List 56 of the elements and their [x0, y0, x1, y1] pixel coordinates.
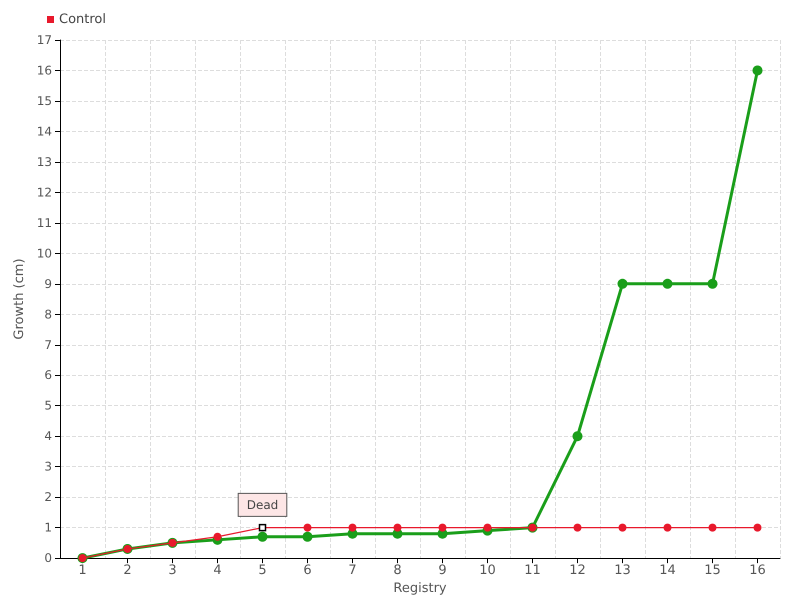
y-tick-label: 14: [36, 124, 52, 138]
x-tick-label: 12: [569, 563, 586, 578]
y-tick-label: 11: [36, 216, 52, 230]
point: [348, 524, 356, 532]
y-tick-label: 8: [44, 307, 52, 322]
x-tick-label: 2: [123, 563, 132, 578]
point: [618, 524, 626, 532]
x-tick-label: 4: [213, 563, 222, 578]
point: [572, 431, 582, 442]
x-tick-label: 1: [78, 563, 87, 578]
x-axis-title: Registry: [393, 581, 447, 596]
point: [752, 65, 762, 76]
point: [304, 524, 312, 532]
y-tick-label: 12: [36, 185, 52, 200]
point: [708, 524, 716, 532]
point: [662, 278, 672, 289]
y-tick-label: 0: [44, 551, 52, 566]
x-tick-label: 16: [749, 563, 766, 578]
point: [574, 524, 582, 532]
x-tick-label: 11: [524, 563, 541, 578]
y-tick-label: 4: [44, 429, 52, 444]
point: [484, 524, 492, 532]
x-tick-label: 6: [303, 563, 312, 578]
x-tick-label: 5: [258, 563, 267, 578]
point: [302, 532, 312, 542]
point: [708, 278, 718, 289]
annotation: Dead: [246, 498, 278, 512]
y-tick-label: 6: [44, 368, 52, 382]
y-tick-label: 2: [44, 490, 52, 504]
x-tick-label: 7: [348, 563, 357, 578]
x-tick-label: 14: [659, 563, 676, 578]
x-tick-label: 10: [479, 563, 496, 578]
y-tick-label: 15: [36, 94, 52, 108]
point: [214, 532, 222, 541]
x-tick-label: 3: [168, 563, 177, 578]
point: [438, 524, 446, 532]
legend-label: Control: [59, 12, 106, 27]
y-tick-label: 5: [44, 398, 52, 413]
point: [664, 524, 672, 532]
y-tick-label: 17: [36, 33, 52, 47]
y-tick-label: 9: [44, 276, 52, 291]
point: [618, 278, 628, 289]
x-tick-label: 13: [614, 563, 631, 578]
y-tick-label: 7: [44, 338, 52, 352]
point: [258, 532, 268, 542]
point: [394, 524, 402, 532]
x-tick-label: 15: [704, 563, 721, 578]
y-tick-label: 13: [36, 154, 52, 169]
y-axis-title: Growth (cm): [12, 258, 27, 340]
y-tick-label: 10: [36, 246, 52, 260]
y-tick-label: 16: [36, 63, 52, 78]
x-tick-label: 8: [393, 563, 402, 578]
point: [754, 524, 762, 532]
y-tick-label: 3: [44, 460, 52, 474]
x-tick-label: 9: [438, 563, 447, 578]
y-tick-label: 1: [44, 520, 52, 535]
